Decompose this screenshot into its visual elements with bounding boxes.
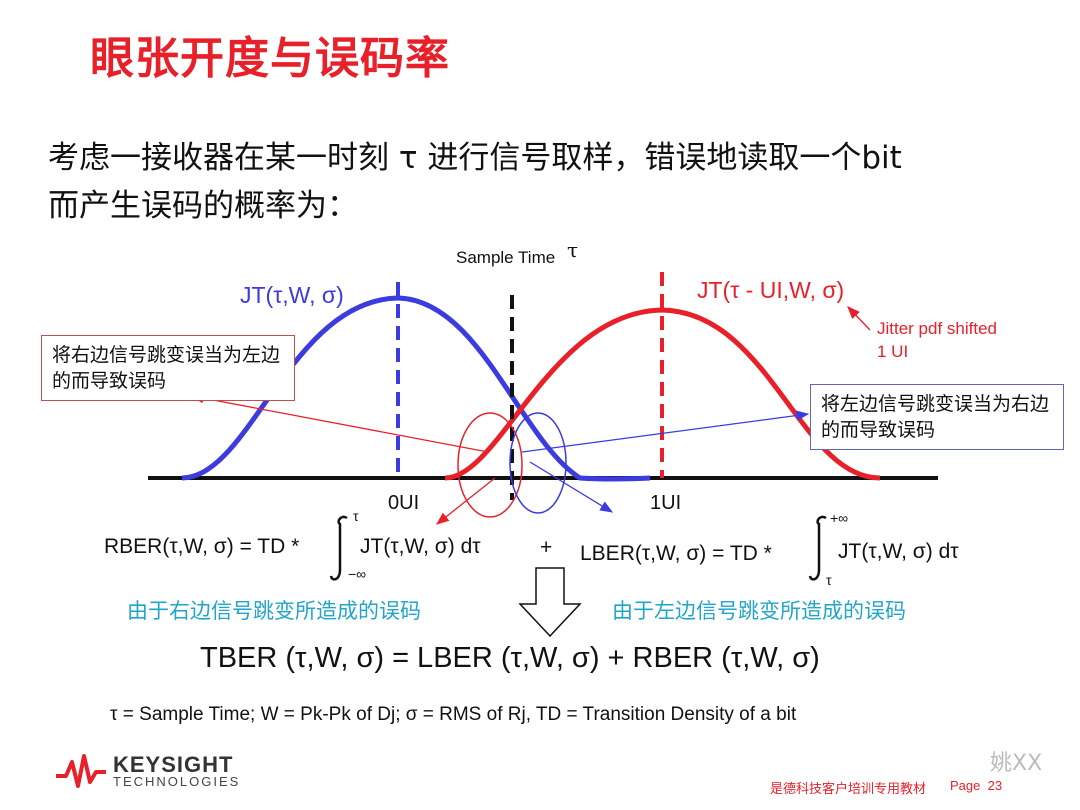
arrow-shift-note: [847, 306, 871, 331]
sum-arrow: [518, 567, 582, 638]
symbol-legend: τ = Sample Time; W = Pk-Pk of Dj; σ = RM…: [110, 704, 797, 725]
rber-lhs: RBER(τ,W, σ) = TD *: [104, 535, 300, 558]
lber-caption: 由于左边信号跳变所造成的误码: [612, 599, 906, 623]
arrow-to-rber-integral: [435, 477, 496, 525]
callout-right-error: 将左边信号跳变误当为右边的而导致误码: [810, 384, 1064, 450]
page-number: 23: [987, 778, 1003, 793]
arrow-to-lber-integral: [529, 461, 614, 513]
callout-left-error: 将右边信号跳变误当为左边的而导致误码: [41, 335, 295, 401]
lber-integrand: JT(τ,W, σ) dτ: [838, 540, 959, 563]
axis-label-0ui: 0UI: [388, 492, 419, 514]
arrow-to-right-callout: [521, 410, 810, 453]
lber-integral-sign: [808, 515, 827, 581]
right-error-ellipse: [509, 412, 567, 514]
rber-lower-limit: −∞: [348, 566, 367, 582]
left-curve-label: JT(τ,W, σ): [240, 282, 344, 308]
watermark: 姚XX: [990, 751, 1043, 776]
logo-name: KEYSIGHT: [113, 752, 234, 777]
intro-line-1: 考虑一接收器在某一时刻 τ 进行信号取样，错误地读取一个bit: [48, 140, 902, 176]
left-error-ellipse: [457, 412, 523, 518]
lber-lhs: LBER(τ,W, σ) = TD *: [580, 542, 772, 565]
shift-note-line-2: 1 UI: [877, 342, 908, 361]
shift-note-line-1: Jitter pdf shifted: [877, 319, 997, 338]
rber-caption: 由于右边信号跳变所造成的误码: [127, 599, 421, 623]
page-indicator: Page 23: [950, 778, 1002, 793]
lber-upper-limit: +∞: [830, 510, 849, 526]
plus-sign: +: [540, 536, 553, 559]
lber-lower-limit: τ: [826, 572, 832, 588]
axis-label-1ui: 1UI: [650, 492, 681, 514]
rber-integrand: JT(τ,W, σ) dτ: [360, 535, 481, 558]
left-jitter-curve: [181, 295, 651, 482]
arrow-to-left-callout: [190, 393, 489, 453]
footer-text: 是德科技客户培训专用教材: [770, 782, 927, 797]
rber-integral-sign: [329, 515, 348, 581]
right-curve-label: JT(τ - UI,W, σ): [697, 277, 844, 303]
sample-time-label: Sample Time: [456, 248, 555, 267]
page-label: Page: [950, 778, 981, 793]
logo-subtitle: TECHNOLOGIES: [113, 774, 241, 789]
keysight-wave-icon: [56, 754, 106, 788]
rber-upper-limit: τ: [353, 508, 359, 524]
intro-line-2: 而产生误码的概率为：: [48, 188, 358, 224]
tber-formula: TBER (τ,W, σ) = LBER (τ,W, σ) + RBER (τ,…: [200, 642, 820, 674]
sample-time-tau: τ: [567, 238, 578, 262]
slide-title: 眼张开度与误码率: [90, 33, 450, 84]
